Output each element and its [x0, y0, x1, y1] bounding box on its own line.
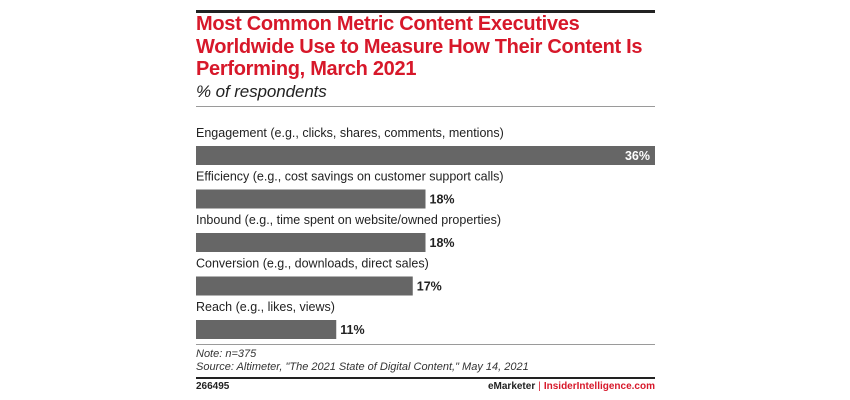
- chart-source: Source: Altimeter, "The 2021 State of Di…: [196, 361, 529, 373]
- bar-value-label: 36%: [625, 149, 650, 163]
- brand-insider-intelligence: InsiderIntelligence.com: [543, 381, 655, 392]
- bar: [196, 320, 337, 339]
- category-label: Efficiency (e.g., cost savings on custom…: [196, 170, 504, 184]
- chart-title: Most Common Metric Content Executives Wo…: [196, 13, 643, 80]
- bar-value-label: 18%: [430, 193, 455, 207]
- bar-value-label: 17%: [417, 280, 442, 294]
- bar: [196, 276, 413, 296]
- bar-value-label: 18%: [430, 236, 455, 250]
- bar: [196, 233, 426, 252]
- footer-rule: [196, 377, 655, 379]
- chart-id: 266495: [196, 381, 230, 392]
- bar-value-label: 11%: [340, 323, 364, 337]
- subtitle-rule: [196, 106, 655, 107]
- chart-bottom-rule: [196, 344, 655, 345]
- top-rule: [196, 10, 655, 13]
- brand-credit: eMarketer | InsiderIntelligence.com: [488, 381, 655, 392]
- bar: [196, 146, 655, 165]
- category-label: Conversion (e.g., downloads, direct sale…: [196, 257, 429, 271]
- brand-emarketer: eMarketer: [487, 381, 536, 392]
- category-label: Inbound (e.g., time spent on website/own…: [196, 213, 501, 227]
- chart-subtitle: % of respondents: [196, 82, 327, 101]
- category-label: Engagement (e.g., clicks, shares, commen…: [196, 126, 504, 140]
- chart-note: Note: n=375: [196, 348, 257, 360]
- bar: [196, 189, 426, 209]
- brand-separator: |: [538, 381, 541, 392]
- category-label: Reach (e.g., likes, views): [196, 300, 335, 314]
